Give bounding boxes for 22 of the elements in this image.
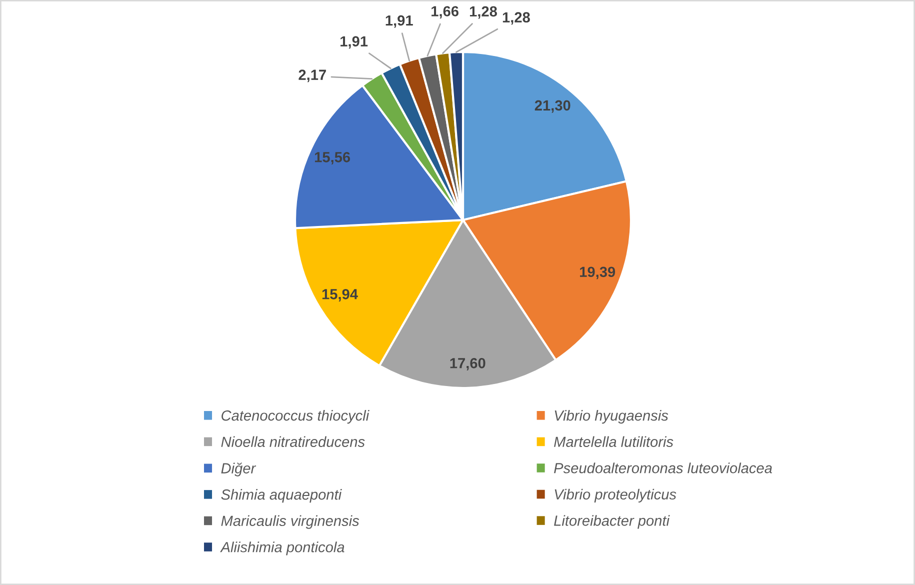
legend-label: Vibrio hyugaensis — [554, 410, 668, 424]
data-label: 1,91 — [340, 36, 368, 49]
legend-label: Litoreibacter ponti — [554, 515, 670, 529]
legend-label: Pseudoalteromonas luteoviolacea — [554, 462, 772, 474]
data-label: 15,94 — [322, 289, 358, 302]
legend-label: Catenococcus thiocycli — [222, 410, 370, 424]
data-label: 19,39 — [580, 266, 616, 280]
legend-label: Nioella nitratireducens — [221, 436, 365, 447]
data-label: 1,28 — [470, 6, 497, 19]
data-label: 1,66 — [432, 6, 458, 19]
data-label: 21,30 — [534, 100, 570, 113]
data-label: 1,91 — [386, 15, 413, 28]
legend-label: Shimia aquaeponti — [221, 489, 342, 503]
legend-label: Aliishimia ponticola — [220, 542, 344, 556]
data-label: 2,17 — [298, 70, 326, 82]
data-label: 1,28 — [502, 12, 530, 25]
data-label: 15,56 — [314, 152, 350, 164]
legend-label: Martelella lutilitoris — [554, 436, 674, 447]
data-label: 17,60 — [450, 358, 486, 370]
legend-label: Maricaulis virginensis — [221, 515, 360, 529]
legend-label: Diğer — [221, 462, 256, 476]
legend-label: Vibrio proteolyticus — [554, 488, 676, 502]
